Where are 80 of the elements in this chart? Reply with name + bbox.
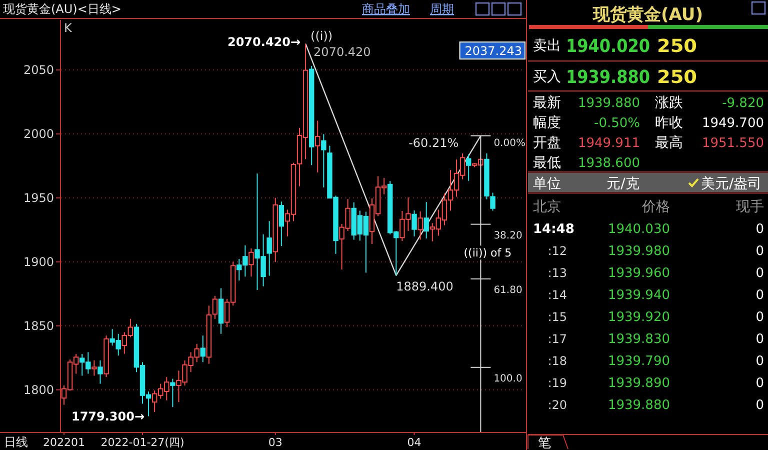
x-tick-label: 04	[407, 436, 422, 449]
text: -0.50%	[594, 116, 640, 131]
text: 1939.880	[608, 398, 670, 413]
annotation: 1779.300→	[71, 409, 145, 424]
text: 250	[657, 67, 697, 88]
text: 14:48	[533, 222, 574, 237]
text: 元/克	[606, 176, 640, 192]
annotation: 38.20	[494, 230, 522, 242]
text: :13	[548, 266, 567, 280]
text: 1939.940	[608, 288, 670, 303]
annotation: 100.0	[494, 373, 522, 384]
text: 涨跌	[655, 95, 683, 111]
text: :17	[548, 332, 567, 346]
text: 北京	[533, 199, 561, 215]
y-tick-label: 2050	[23, 62, 54, 77]
text: 最高	[655, 135, 683, 151]
text: 最低	[533, 155, 561, 171]
text: 昨收	[655, 115, 683, 131]
annotation: ((ii)) of 5	[464, 246, 512, 260]
text: :12	[548, 244, 567, 258]
text: 幅度	[533, 115, 561, 131]
text: 1939.830	[608, 332, 670, 347]
text: 1939.890	[608, 376, 670, 391]
y-tick-label: 1900	[23, 254, 54, 269]
y-tick-label: 2000	[23, 126, 54, 141]
annotation: 2037.243	[464, 44, 522, 58]
text: 1951.550	[702, 136, 764, 151]
text: -9.820	[722, 96, 764, 111]
text: 1949.911	[578, 136, 640, 151]
chart-title: 现货黄金(AU)<日线>	[3, 2, 122, 16]
annotation: K	[64, 21, 73, 35]
text: 1949.700	[702, 116, 764, 131]
text: 1940.030	[608, 222, 670, 237]
text: 0	[756, 310, 764, 325]
text: 现手	[736, 199, 764, 215]
x-tick-label: 202201	[43, 436, 85, 449]
y-tick-label: 1800	[23, 382, 54, 397]
annotation: ((i))	[310, 28, 333, 43]
annotation: 1889.400	[396, 279, 454, 294]
text: 开盘	[533, 135, 561, 151]
annotation: 2070.420	[314, 44, 371, 59]
text: 日线	[4, 435, 28, 449]
text: 1939.980	[608, 244, 670, 259]
text: 0	[756, 244, 764, 259]
text: 最新	[533, 95, 561, 111]
x-tick-label: 2022-01-27(四)	[100, 436, 184, 449]
text: 美元/盎司	[701, 176, 762, 192]
text: 1939.880	[578, 96, 640, 111]
y-tick-label: 1850	[23, 318, 54, 333]
text: :14	[548, 288, 567, 302]
y-tick-label: 1950	[23, 190, 54, 205]
text: 现货黄金(AU)	[592, 5, 703, 25]
text: 周期	[430, 2, 454, 16]
text: 笔	[538, 436, 551, 450]
text: 1939.920	[608, 310, 670, 325]
text: 1939.790	[608, 354, 670, 369]
text: 商品叠加	[362, 2, 410, 16]
text: 卖出	[533, 38, 561, 54]
annotation: 61.80	[494, 284, 522, 296]
text: 0	[756, 398, 764, 413]
text: 0	[756, 376, 764, 391]
text: 1938.600	[578, 156, 640, 171]
text: 0	[756, 266, 764, 281]
text: 0	[756, 222, 764, 237]
annotation: -60.21%	[408, 136, 459, 150]
text: :20	[548, 398, 567, 412]
text: 0	[756, 332, 764, 347]
text: 0	[756, 354, 764, 369]
text: 买入	[533, 69, 561, 85]
text: :19	[548, 376, 567, 390]
text: 0	[756, 288, 764, 303]
text: 250	[657, 36, 697, 57]
annotation: 2070.420→	[227, 34, 301, 49]
x-tick-label: 03	[268, 436, 282, 449]
text: :18	[548, 354, 567, 368]
annotation: 0.00%	[494, 138, 526, 149]
text: 价格	[641, 199, 670, 215]
text: :15	[548, 310, 567, 324]
text: 单位	[533, 176, 561, 192]
text: 1939.960	[608, 266, 670, 281]
